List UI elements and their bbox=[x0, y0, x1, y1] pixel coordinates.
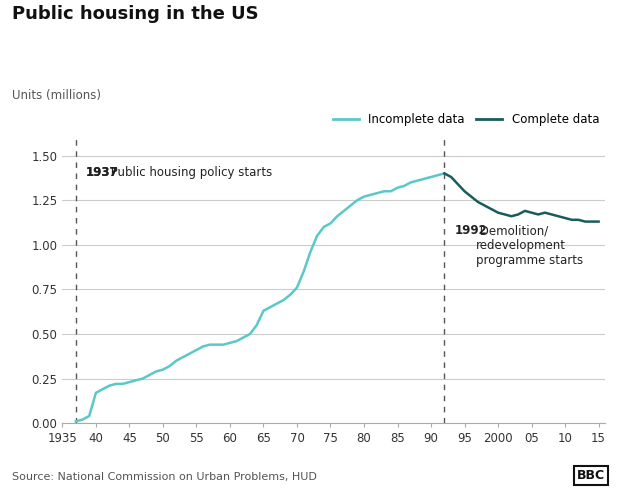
Text: 1992: 1992 bbox=[454, 224, 487, 237]
Text: Public housing in the US: Public housing in the US bbox=[12, 5, 259, 23]
Legend: Incomplete data, Complete data: Incomplete data, Complete data bbox=[333, 113, 600, 126]
Text: BBC: BBC bbox=[577, 469, 605, 482]
Text: Units (millions): Units (millions) bbox=[12, 89, 102, 101]
Text: Source: National Commission on Urban Problems, HUD: Source: National Commission on Urban Pro… bbox=[12, 472, 318, 482]
Text: Public housing policy starts: Public housing policy starts bbox=[107, 166, 273, 179]
Text: 1937: 1937 bbox=[86, 166, 119, 179]
Text: Demolition/
redevelopment
programme starts: Demolition/ redevelopment programme star… bbox=[476, 224, 583, 267]
Text: 1937: 1937 bbox=[86, 166, 119, 179]
